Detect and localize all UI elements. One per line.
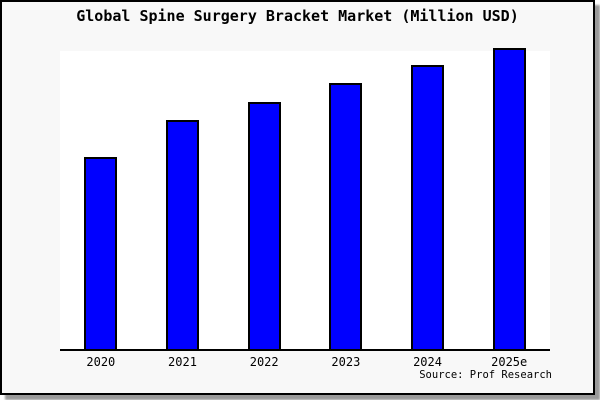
bar-slot-2022 bbox=[223, 51, 305, 349]
bar-slot-2020 bbox=[60, 51, 142, 349]
x-tick-label-2025e: 2025e bbox=[491, 355, 528, 369]
x-axis-line bbox=[60, 349, 550, 351]
plot-area bbox=[60, 48, 550, 351]
x-tick-label-2022: 2022 bbox=[249, 355, 279, 369]
bar-slot-2021 bbox=[142, 51, 224, 349]
bar-slot-2025e bbox=[468, 48, 550, 349]
chart-panel: Global Spine Surgery Bracket Market (Mil… bbox=[0, 0, 595, 395]
bar-2023 bbox=[329, 83, 363, 349]
x-tick-label-2024: 2024 bbox=[413, 355, 442, 369]
bar-slot-2024 bbox=[387, 51, 469, 349]
x-tick-label-2023: 2023 bbox=[331, 355, 361, 369]
chart-title: Global Spine Surgery Bracket Market (Mil… bbox=[76, 7, 519, 25]
bars-container bbox=[60, 48, 550, 349]
bar-2025e bbox=[492, 48, 526, 349]
bar-2024 bbox=[411, 65, 445, 349]
x-tick-label-2021: 2021 bbox=[168, 355, 197, 369]
bar-slot-2023 bbox=[305, 51, 387, 349]
source-credit: Source: Prof Research bbox=[419, 369, 552, 381]
bar-2022 bbox=[247, 101, 281, 349]
x-tick-label-2020: 2020 bbox=[86, 355, 116, 369]
x-axis-labels: 2020 2021 2022 2023 2024 2025e bbox=[60, 355, 550, 369]
bar-2021 bbox=[166, 120, 199, 349]
bar-2020 bbox=[84, 157, 118, 349]
